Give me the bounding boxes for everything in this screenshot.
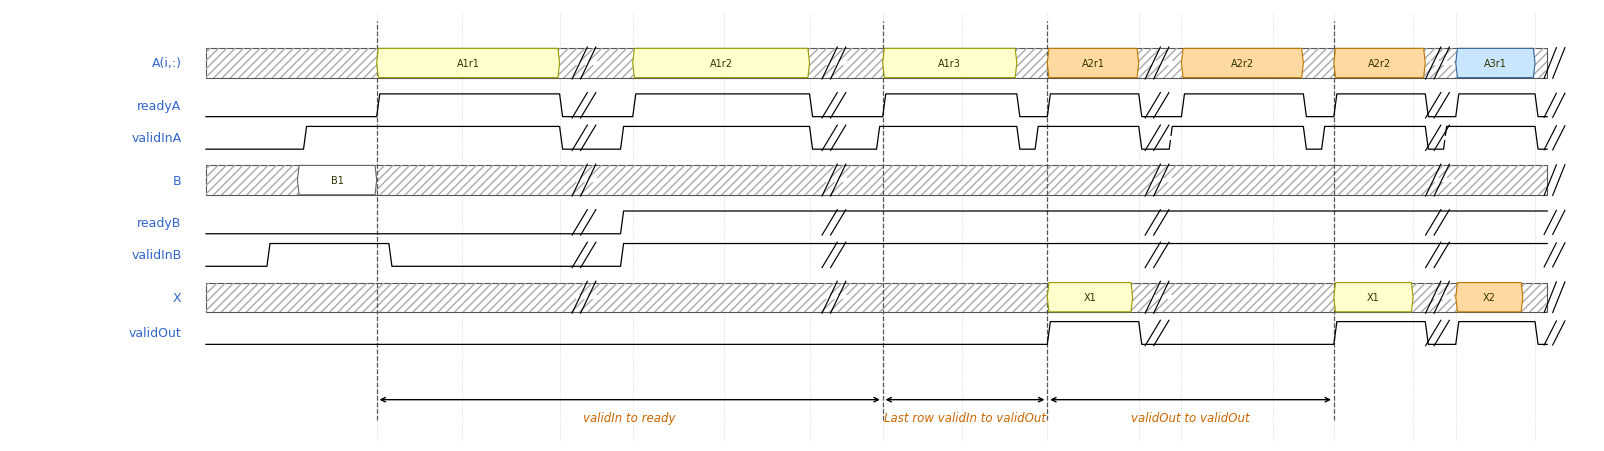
Polygon shape <box>297 166 377 195</box>
Text: validOut to validOut: validOut to validOut <box>1131 411 1250 424</box>
Text: validOut: validOut <box>128 327 181 340</box>
Polygon shape <box>1456 49 1535 78</box>
Text: A1r1: A1r1 <box>457 59 480 69</box>
Bar <box>205 49 1548 78</box>
Polygon shape <box>1335 283 1413 312</box>
Text: validIn to ready: validIn to ready <box>584 411 675 424</box>
Bar <box>205 283 1548 312</box>
Polygon shape <box>1335 49 1426 78</box>
Text: readyA: readyA <box>138 100 181 112</box>
Text: A2r2: A2r2 <box>1368 59 1391 69</box>
Bar <box>205 166 1548 195</box>
Text: validInB: validInB <box>132 249 181 262</box>
Text: X1: X1 <box>1084 293 1097 303</box>
Polygon shape <box>632 49 810 78</box>
Bar <box>205 49 1548 78</box>
Text: A1r2: A1r2 <box>709 59 733 69</box>
Text: validInA: validInA <box>132 132 181 145</box>
Polygon shape <box>1047 283 1132 312</box>
Text: A(i,:): A(i,:) <box>152 57 181 70</box>
Text: Last row validIn to validOut: Last row validIn to validOut <box>884 411 1046 424</box>
Polygon shape <box>1047 49 1139 78</box>
Text: A2r2: A2r2 <box>1230 59 1254 69</box>
Text: X2: X2 <box>1482 293 1495 303</box>
Text: X1: X1 <box>1367 293 1379 303</box>
Text: X: X <box>173 291 181 304</box>
Polygon shape <box>377 49 560 78</box>
Text: A1r3: A1r3 <box>938 59 961 69</box>
Polygon shape <box>882 49 1017 78</box>
Bar <box>205 166 1548 195</box>
Polygon shape <box>1182 49 1304 78</box>
Text: B1: B1 <box>330 176 343 186</box>
Polygon shape <box>1456 283 1522 312</box>
Text: A3r1: A3r1 <box>1484 59 1506 69</box>
Text: readyB: readyB <box>138 216 181 230</box>
Text: B: B <box>173 174 181 187</box>
Text: A2r1: A2r1 <box>1081 59 1105 69</box>
Bar <box>205 283 1548 312</box>
